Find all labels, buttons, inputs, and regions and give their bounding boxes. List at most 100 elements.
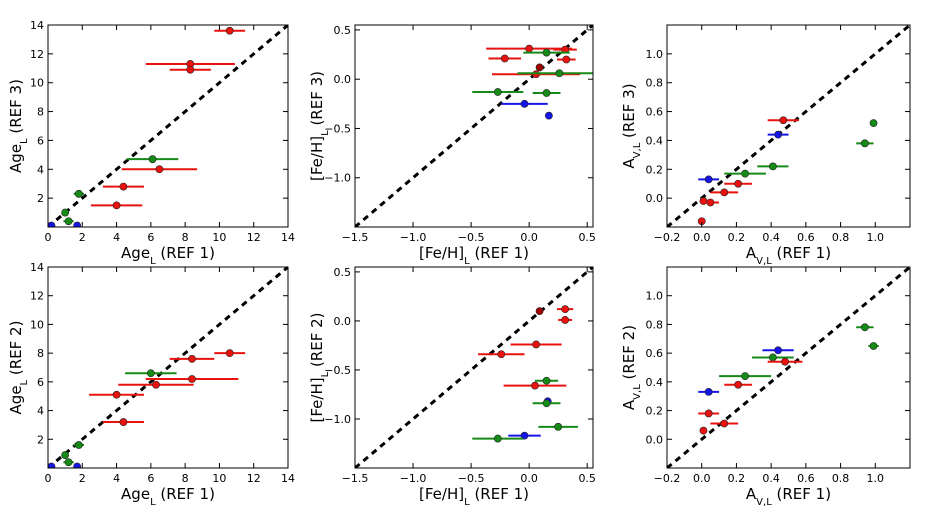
y-tick-label: 0.6 bbox=[646, 347, 664, 360]
y-tick-label: 6 bbox=[37, 134, 44, 147]
x-tick-label: 8 bbox=[182, 231, 189, 244]
data-point bbox=[768, 162, 777, 171]
x-tick-label: 4 bbox=[113, 231, 120, 244]
x-tick-label: 0.0 bbox=[693, 231, 711, 244]
data-point bbox=[544, 111, 553, 120]
data-point bbox=[561, 305, 570, 314]
data-point bbox=[860, 323, 869, 332]
x-tick-label: −0.2 bbox=[654, 231, 681, 244]
x-tick-label: 4 bbox=[113, 472, 120, 485]
data-point bbox=[779, 116, 788, 125]
x-tick-label: 0.4 bbox=[762, 472, 780, 485]
data-point bbox=[531, 381, 539, 390]
y-axis-label: [Fe/H]L (REF 2) bbox=[308, 313, 331, 423]
x-tick-label: 1.0 bbox=[867, 231, 885, 244]
one-to-one-line bbox=[355, 25, 593, 227]
x-tick-label: 1.0 bbox=[867, 472, 885, 485]
data-point bbox=[493, 88, 502, 96]
data-point bbox=[542, 376, 551, 385]
data-point bbox=[781, 357, 789, 366]
data-point bbox=[542, 399, 551, 408]
y-tick-label: 1.0 bbox=[646, 48, 664, 61]
x-tick-label: 0.8 bbox=[832, 231, 850, 244]
x-tick-label: 10 bbox=[212, 231, 226, 244]
y-tick-label: 8 bbox=[37, 347, 44, 360]
data-point bbox=[869, 342, 878, 350]
data-point bbox=[48, 462, 56, 468]
y-tick-label: −1.0 bbox=[324, 413, 351, 426]
y-tick-label: 10 bbox=[30, 77, 44, 90]
data-point bbox=[704, 175, 713, 184]
x-tick-label: −0.5 bbox=[458, 231, 485, 244]
data-point bbox=[119, 182, 128, 191]
one-to-one-line bbox=[667, 25, 910, 227]
x-tick-label: −0.2 bbox=[654, 472, 681, 485]
y-tick-label: 12 bbox=[30, 290, 44, 303]
data-point bbox=[774, 130, 782, 139]
data-point bbox=[768, 353, 777, 362]
x-tick-label: 2 bbox=[79, 231, 86, 244]
x-axis-label: [Fe/H]L (REF 1) bbox=[419, 485, 529, 508]
data-point bbox=[555, 69, 564, 78]
y-tick-label: 0.0 bbox=[334, 315, 352, 328]
data-point bbox=[720, 188, 729, 197]
y-tick-label: 1.0 bbox=[646, 290, 664, 303]
x-tick-label: −1.0 bbox=[400, 231, 427, 244]
one-to-one-line bbox=[667, 267, 910, 468]
data-point bbox=[542, 48, 551, 57]
data-point bbox=[525, 44, 534, 53]
data-point bbox=[535, 63, 544, 72]
y-tick-label: −0.5 bbox=[324, 122, 351, 135]
y-tick-label: 14 bbox=[30, 19, 44, 32]
data-point bbox=[741, 372, 750, 381]
y-tick-label: 0.2 bbox=[646, 163, 664, 176]
data-point bbox=[860, 139, 869, 148]
panel-2: −1.5 −1.0 −0.5 0.0 0.5 −1.0 −0.5 0.0 0.5 [Fe/H]L … bbox=[308, 24, 596, 267]
x-tick-label: 0.5 bbox=[578, 231, 596, 244]
y-tick-label: 2 bbox=[37, 433, 44, 446]
y-tick-label: 0.4 bbox=[646, 134, 664, 147]
data-point bbox=[554, 422, 563, 431]
one-to-one-line bbox=[48, 25, 288, 227]
y-tick-label: 0.0 bbox=[646, 433, 664, 446]
data-point bbox=[148, 155, 157, 164]
data-point bbox=[720, 419, 729, 428]
plot-frame bbox=[666, 24, 911, 228]
data-point bbox=[112, 201, 121, 210]
y-tick-label: 10 bbox=[30, 318, 44, 331]
data-point bbox=[74, 441, 83, 449]
x-axis-label: AV,L (REF 1) bbox=[746, 244, 831, 267]
data-point bbox=[706, 198, 715, 207]
y-tick-label: 4 bbox=[37, 163, 44, 176]
data-point bbox=[734, 179, 743, 188]
data-point bbox=[774, 346, 782, 355]
panel-4: 0 2 4 6 8 10 12 14 2 4 6 8 10 12 14 AgeL (REF 1) AgeL (R… bbox=[7, 261, 295, 508]
plot-frame bbox=[666, 266, 911, 469]
data-point bbox=[186, 65, 195, 74]
data-point bbox=[64, 458, 73, 467]
x-tick-label: 0.6 bbox=[797, 472, 815, 485]
data-point bbox=[699, 426, 708, 435]
panel-1: 0 2 4 6 8 10 12 14 2 4 6 8 10 12 14 AgeL (REF 1) AgeL (R… bbox=[7, 19, 295, 267]
data-point bbox=[119, 418, 128, 426]
y-axis-label: AV,L (REF 3) bbox=[620, 83, 643, 168]
x-tick-label: 10 bbox=[212, 472, 226, 485]
data-point bbox=[155, 165, 164, 174]
y-axis-label: [Fe/H]L (REF 3) bbox=[308, 71, 331, 181]
x-axis-label: AgeL (REF 1) bbox=[121, 244, 215, 267]
one-to-one-line bbox=[48, 267, 288, 468]
data-point bbox=[520, 431, 529, 440]
x-tick-label: −0.5 bbox=[458, 472, 485, 485]
data-point bbox=[532, 340, 541, 349]
one-to-one-line bbox=[355, 267, 593, 468]
data-point bbox=[699, 197, 708, 205]
x-tick-label: 2 bbox=[79, 472, 86, 485]
data-point bbox=[225, 26, 234, 35]
plot-frame bbox=[47, 266, 289, 469]
data-point bbox=[704, 409, 713, 418]
data-point bbox=[73, 221, 82, 227]
y-tick-label: 0.8 bbox=[646, 318, 664, 331]
x-axis-label: AgeL (REF 1) bbox=[121, 485, 215, 508]
data-point bbox=[741, 169, 750, 178]
x-tick-label: 0.2 bbox=[728, 231, 746, 244]
